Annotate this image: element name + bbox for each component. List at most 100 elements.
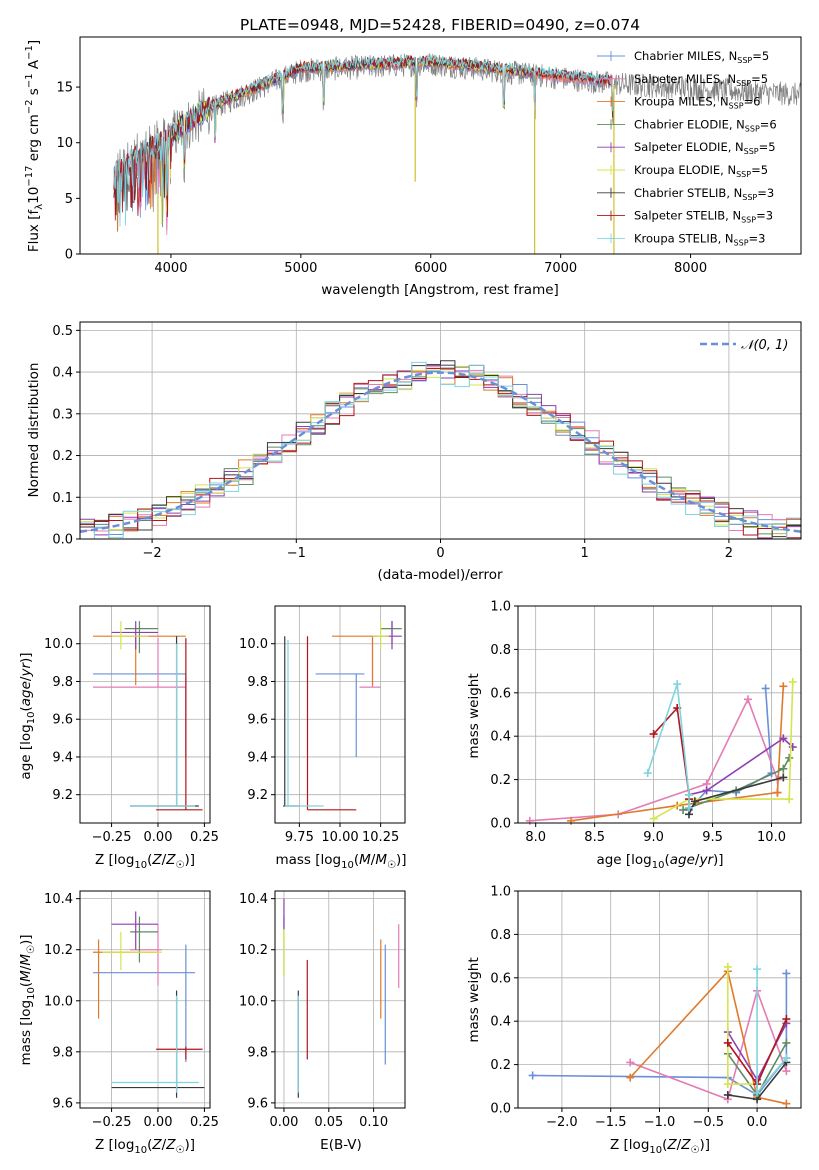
x-tick-label: −0.25	[92, 830, 132, 845]
normal-legend-label: 𝒩(0, 1)	[741, 338, 788, 353]
x-tick-label: 9.75	[285, 830, 314, 845]
y-tick-label: 0	[65, 248, 73, 263]
spectrum-xlabel: wavelength [Angstrom, rest frame]	[321, 282, 559, 298]
x-tick-label: 10.25	[362, 830, 399, 845]
spectrum-panel: 4000 5000 6000 7000 8000 0 5 10 15 wavelength [A…	[24, 36, 802, 298]
mass-vs-metallicity-panel: −0.25 0.00 0.25 9.6 9.8 10.0 10.2 10.4 Z [log10…	[18, 890, 219, 1156]
y-tick-label: 0.6	[490, 971, 511, 986]
x-tick-label: 0.25	[190, 830, 219, 845]
x-tick-label: 0.00	[269, 1115, 298, 1130]
y-tick-label: 9.6	[52, 713, 73, 728]
figure-title: PLATE=0948, MJD=52428, FIBERID=0490, z=0…	[240, 16, 640, 34]
legend-label: Chabrier MILES, NSSP=5	[634, 49, 769, 65]
y-tick-label: 9.4	[247, 750, 268, 765]
age-mass-xlabel: mass [log10(M/M☉)]	[275, 852, 406, 871]
weight-vs-metallicity-panel: −2.0 −1.5 −1.0 −0.5 0.0 0.0 0.2 0.4 0.6 0.8 1.0 Z …	[466, 885, 802, 1156]
weight-line	[726, 967, 758, 1085]
spectrum-ylabel: Flux [fλ10−17 erg cm−2 s−1 A−1]	[24, 40, 45, 252]
y-tick-label: 0.4	[52, 366, 73, 381]
y-tick-label: 0.2	[52, 449, 73, 464]
y-tick-label: 0.4	[490, 1015, 511, 1030]
y-tick-label: 0.0	[490, 817, 511, 832]
weight-z-xlabel: Z [log10(Z/Z☉)]	[610, 1137, 710, 1156]
weight-line	[653, 681, 794, 820]
y-tick-label: 15	[56, 81, 73, 96]
y-tick-label: 1.0	[490, 600, 511, 615]
y-tick-label: 9.6	[52, 1096, 73, 1111]
x-tick-label: 7000	[544, 261, 577, 276]
weight-age-xlabel: age [log10(age/yr)]	[596, 852, 723, 871]
model-spectrum	[113, 54, 613, 227]
age-z-xlabel: Z [log10(Z/Z☉)]	[95, 852, 195, 871]
x-tick-label: −0.25	[92, 1115, 132, 1130]
x-tick-label: 1	[581, 546, 589, 561]
legend-label: Salpeter STELIB, NSSP=3	[634, 209, 773, 225]
y-tick-label: 10.0	[239, 994, 268, 1009]
x-tick-label: 0.10	[359, 1115, 388, 1130]
model-spectrum	[113, 58, 613, 236]
x-tick-label: 0	[436, 546, 444, 561]
x-tick-label: 0.25	[190, 1115, 219, 1130]
age-z-ylabel: age [log10(age/yr)]	[18, 652, 37, 779]
legend-label: Salpeter MILES, NSSP=5	[634, 72, 768, 88]
residuals-legend: 𝒩(0, 1)	[700, 338, 788, 353]
x-tick-label: 8.0	[525, 830, 546, 845]
model-spectrum	[157, 57, 535, 228]
x-tick-label: 0.0	[747, 1115, 768, 1130]
y-tick-label: 9.6	[247, 1096, 268, 1111]
y-tick-label: 0.2	[490, 1058, 511, 1073]
weight-line	[682, 757, 790, 811]
x-tick-label: −1.5	[595, 1115, 627, 1130]
age-vs-mass-panel: 9.75 10.00 10.25 9.2 9.4 9.6 9.8 10.0 mass [log…	[239, 605, 407, 871]
y-tick-label: 9.2	[247, 788, 268, 803]
y-tick-label: 9.2	[52, 788, 73, 803]
y-tick-label: 10.4	[44, 892, 73, 907]
x-tick-label: 6000	[414, 261, 447, 276]
legend-label: Chabrier ELODIE, NSSP=6	[634, 117, 777, 133]
weight-line	[629, 988, 788, 1101]
x-tick-label: 5000	[284, 261, 317, 276]
y-tick-label: 9.8	[247, 1045, 268, 1060]
spectrum-legend: Chabrier MILES, NSSP=5 Salpeter MILES, NS…	[597, 49, 777, 247]
x-tick-label: 8000	[674, 261, 707, 276]
x-tick-label: 0.00	[144, 830, 173, 845]
weight-line	[688, 737, 794, 796]
y-tick-label: 9.8	[52, 1045, 73, 1060]
y-tick-label: 10.2	[44, 943, 73, 958]
y-tick-label: 9.6	[247, 713, 268, 728]
mass-vs-ebv-panel: 0.00 0.05 0.10 9.6 9.8 10.0 10.2 10.4 E(B-V)	[239, 890, 406, 1153]
x-tick-label: 0.00	[144, 1115, 173, 1130]
x-tick-label: −1.0	[644, 1115, 676, 1130]
y-tick-label: 10.2	[239, 943, 268, 958]
y-tick-label: 0.8	[490, 928, 511, 943]
normal-curve	[80, 371, 801, 533]
model-spectrum	[113, 57, 613, 218]
weight-age-ylabel: mass weight	[466, 673, 482, 758]
y-tick-label: 0.0	[52, 533, 73, 548]
residual-histogram	[80, 361, 801, 539]
legend-label: Chabrier STELIB, NSSP=3	[634, 186, 774, 202]
y-tick-label: 0.2	[490, 773, 511, 788]
x-tick-label: 0.05	[314, 1115, 343, 1130]
x-tick-label: 9.0	[643, 830, 664, 845]
y-tick-label: 5	[65, 192, 73, 207]
y-tick-label: 10.0	[239, 637, 268, 652]
y-tick-label: 9.8	[247, 675, 268, 690]
legend-label: Kroupa STELIB, NSSP=3	[634, 231, 765, 247]
legend-label: Salpeter ELODIE, NSSP=5	[634, 140, 776, 156]
y-tick-label: 1.0	[490, 885, 511, 900]
y-tick-label: 0.3	[52, 407, 73, 422]
weight-vs-age-panel: 8.0 8.5 9.0 9.5 10.0 0.0 0.2 0.4 0.6 0.8 1.0 age […	[466, 600, 802, 871]
model-spectrum	[113, 55, 613, 221]
y-tick-label: 9.8	[52, 675, 73, 690]
x-tick-label: 10.00	[321, 830, 358, 845]
weight-z-ylabel: mass weight	[466, 957, 482, 1042]
residuals-ylabel: Normed distribution	[26, 363, 42, 498]
mass-z-ylabel: mass [log10(M/M☉)]	[18, 934, 37, 1065]
y-tick-label: 10.4	[239, 892, 268, 907]
y-tick-label: 0.5	[52, 324, 73, 339]
mass-z-xlabel: Z [log10(Z/Z☉)]	[95, 1137, 195, 1156]
model-spectrum	[113, 56, 613, 231]
x-tick-label: −2.0	[546, 1115, 578, 1130]
